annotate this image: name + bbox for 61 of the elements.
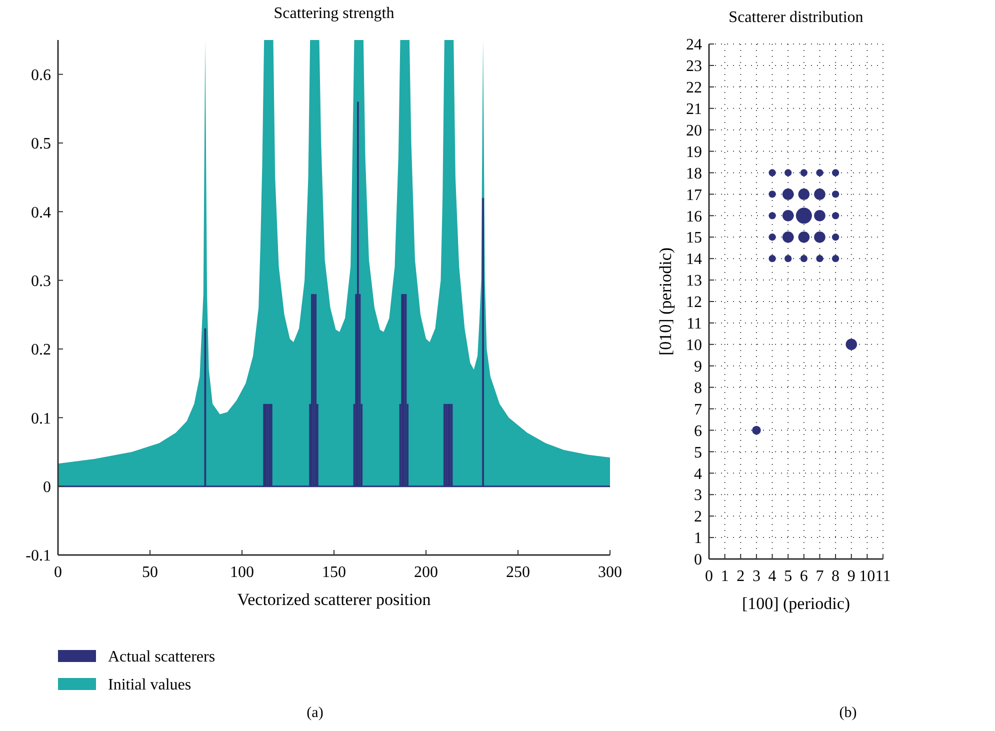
y-tick-label: 0.3 bbox=[31, 272, 51, 290]
y-tick-label: 0 bbox=[43, 478, 51, 496]
x-tick-label: 200 bbox=[414, 564, 438, 581]
y-tick-label: 16 bbox=[686, 208, 702, 226]
x-tick-label: 0 bbox=[705, 568, 713, 585]
y-tick-label: -0.1 bbox=[26, 548, 51, 565]
x-tick-label: 1 bbox=[720, 568, 729, 585]
y-axis-title: [010] (periodic) bbox=[656, 247, 675, 356]
y-tick-label: 7 bbox=[694, 401, 702, 418]
x-tick-label: 5 bbox=[784, 568, 792, 585]
y-tick-label: 13 bbox=[686, 272, 702, 290]
chart-title: Scattering strength bbox=[274, 5, 394, 22]
y-tick-label: 20 bbox=[686, 122, 702, 140]
y-tick-label: 23 bbox=[686, 58, 702, 76]
x-tick-label: 300 bbox=[598, 564, 622, 581]
y-tick-label: 0.6 bbox=[31, 66, 51, 84]
text: (b) bbox=[839, 705, 857, 721]
x-tick-label: 2 bbox=[736, 568, 745, 585]
y-tick-label: 4 bbox=[694, 466, 702, 483]
y-tick-label: 22 bbox=[686, 80, 702, 97]
text: (a) bbox=[306, 705, 324, 721]
y-tick-label: 17 bbox=[686, 186, 702, 204]
x-tick-label: 7 bbox=[816, 568, 824, 585]
y-tick-label: 2 bbox=[694, 508, 702, 526]
legend-label: Initial values bbox=[108, 676, 192, 694]
y-tick-label: 6 bbox=[694, 422, 702, 440]
x-tick-label: 100 bbox=[230, 564, 254, 581]
x-tick-label: 250 bbox=[506, 564, 530, 581]
y-tick-label: 15 bbox=[686, 230, 702, 247]
y-tick-label: 0 bbox=[694, 552, 702, 569]
y-tick-label: 10 bbox=[686, 337, 702, 354]
y-tick-label: 24 bbox=[686, 36, 702, 54]
y-tick-label: 8 bbox=[694, 380, 702, 397]
x-tick-label: 0 bbox=[54, 564, 62, 581]
y-tick-label: 0.1 bbox=[31, 410, 51, 428]
y-tick-label: 21 bbox=[686, 100, 702, 118]
x-tick-label: 11 bbox=[875, 568, 891, 585]
x-axis-title: [100] (periodic) bbox=[742, 594, 850, 613]
y-tick-label: 18 bbox=[686, 165, 702, 182]
x-tick-label: 6 bbox=[800, 568, 808, 585]
x-tick-label: 4 bbox=[768, 568, 776, 585]
chart-title: Scatterer distribution bbox=[728, 9, 864, 26]
y-tick-label: 9 bbox=[694, 358, 702, 376]
x-tick-label: 8 bbox=[832, 568, 840, 585]
x-tick-label: 50 bbox=[142, 564, 158, 581]
y-tick-label: 19 bbox=[686, 144, 702, 161]
y-tick-label: 0.4 bbox=[31, 204, 51, 222]
y-tick-label: 0.5 bbox=[31, 136, 51, 153]
y-tick-label: 5 bbox=[694, 444, 702, 462]
x-tick-label: 10 bbox=[859, 568, 876, 585]
x-tick-label: 9 bbox=[847, 568, 856, 585]
legend-label: Actual scatterers bbox=[108, 648, 216, 666]
y-tick-label: 3 bbox=[694, 487, 702, 504]
y-tick-label: 12 bbox=[686, 294, 702, 312]
y-tick-label: 0.2 bbox=[31, 342, 51, 359]
x-tick-label: 3 bbox=[752, 568, 760, 585]
y-tick-label: 1 bbox=[694, 530, 702, 548]
x-axis-title: Vectorized scatterer position bbox=[237, 590, 432, 609]
y-tick-label: 14 bbox=[686, 251, 702, 268]
y-tick-label: 11 bbox=[686, 316, 702, 333]
x-tick-label: 150 bbox=[322, 564, 346, 581]
